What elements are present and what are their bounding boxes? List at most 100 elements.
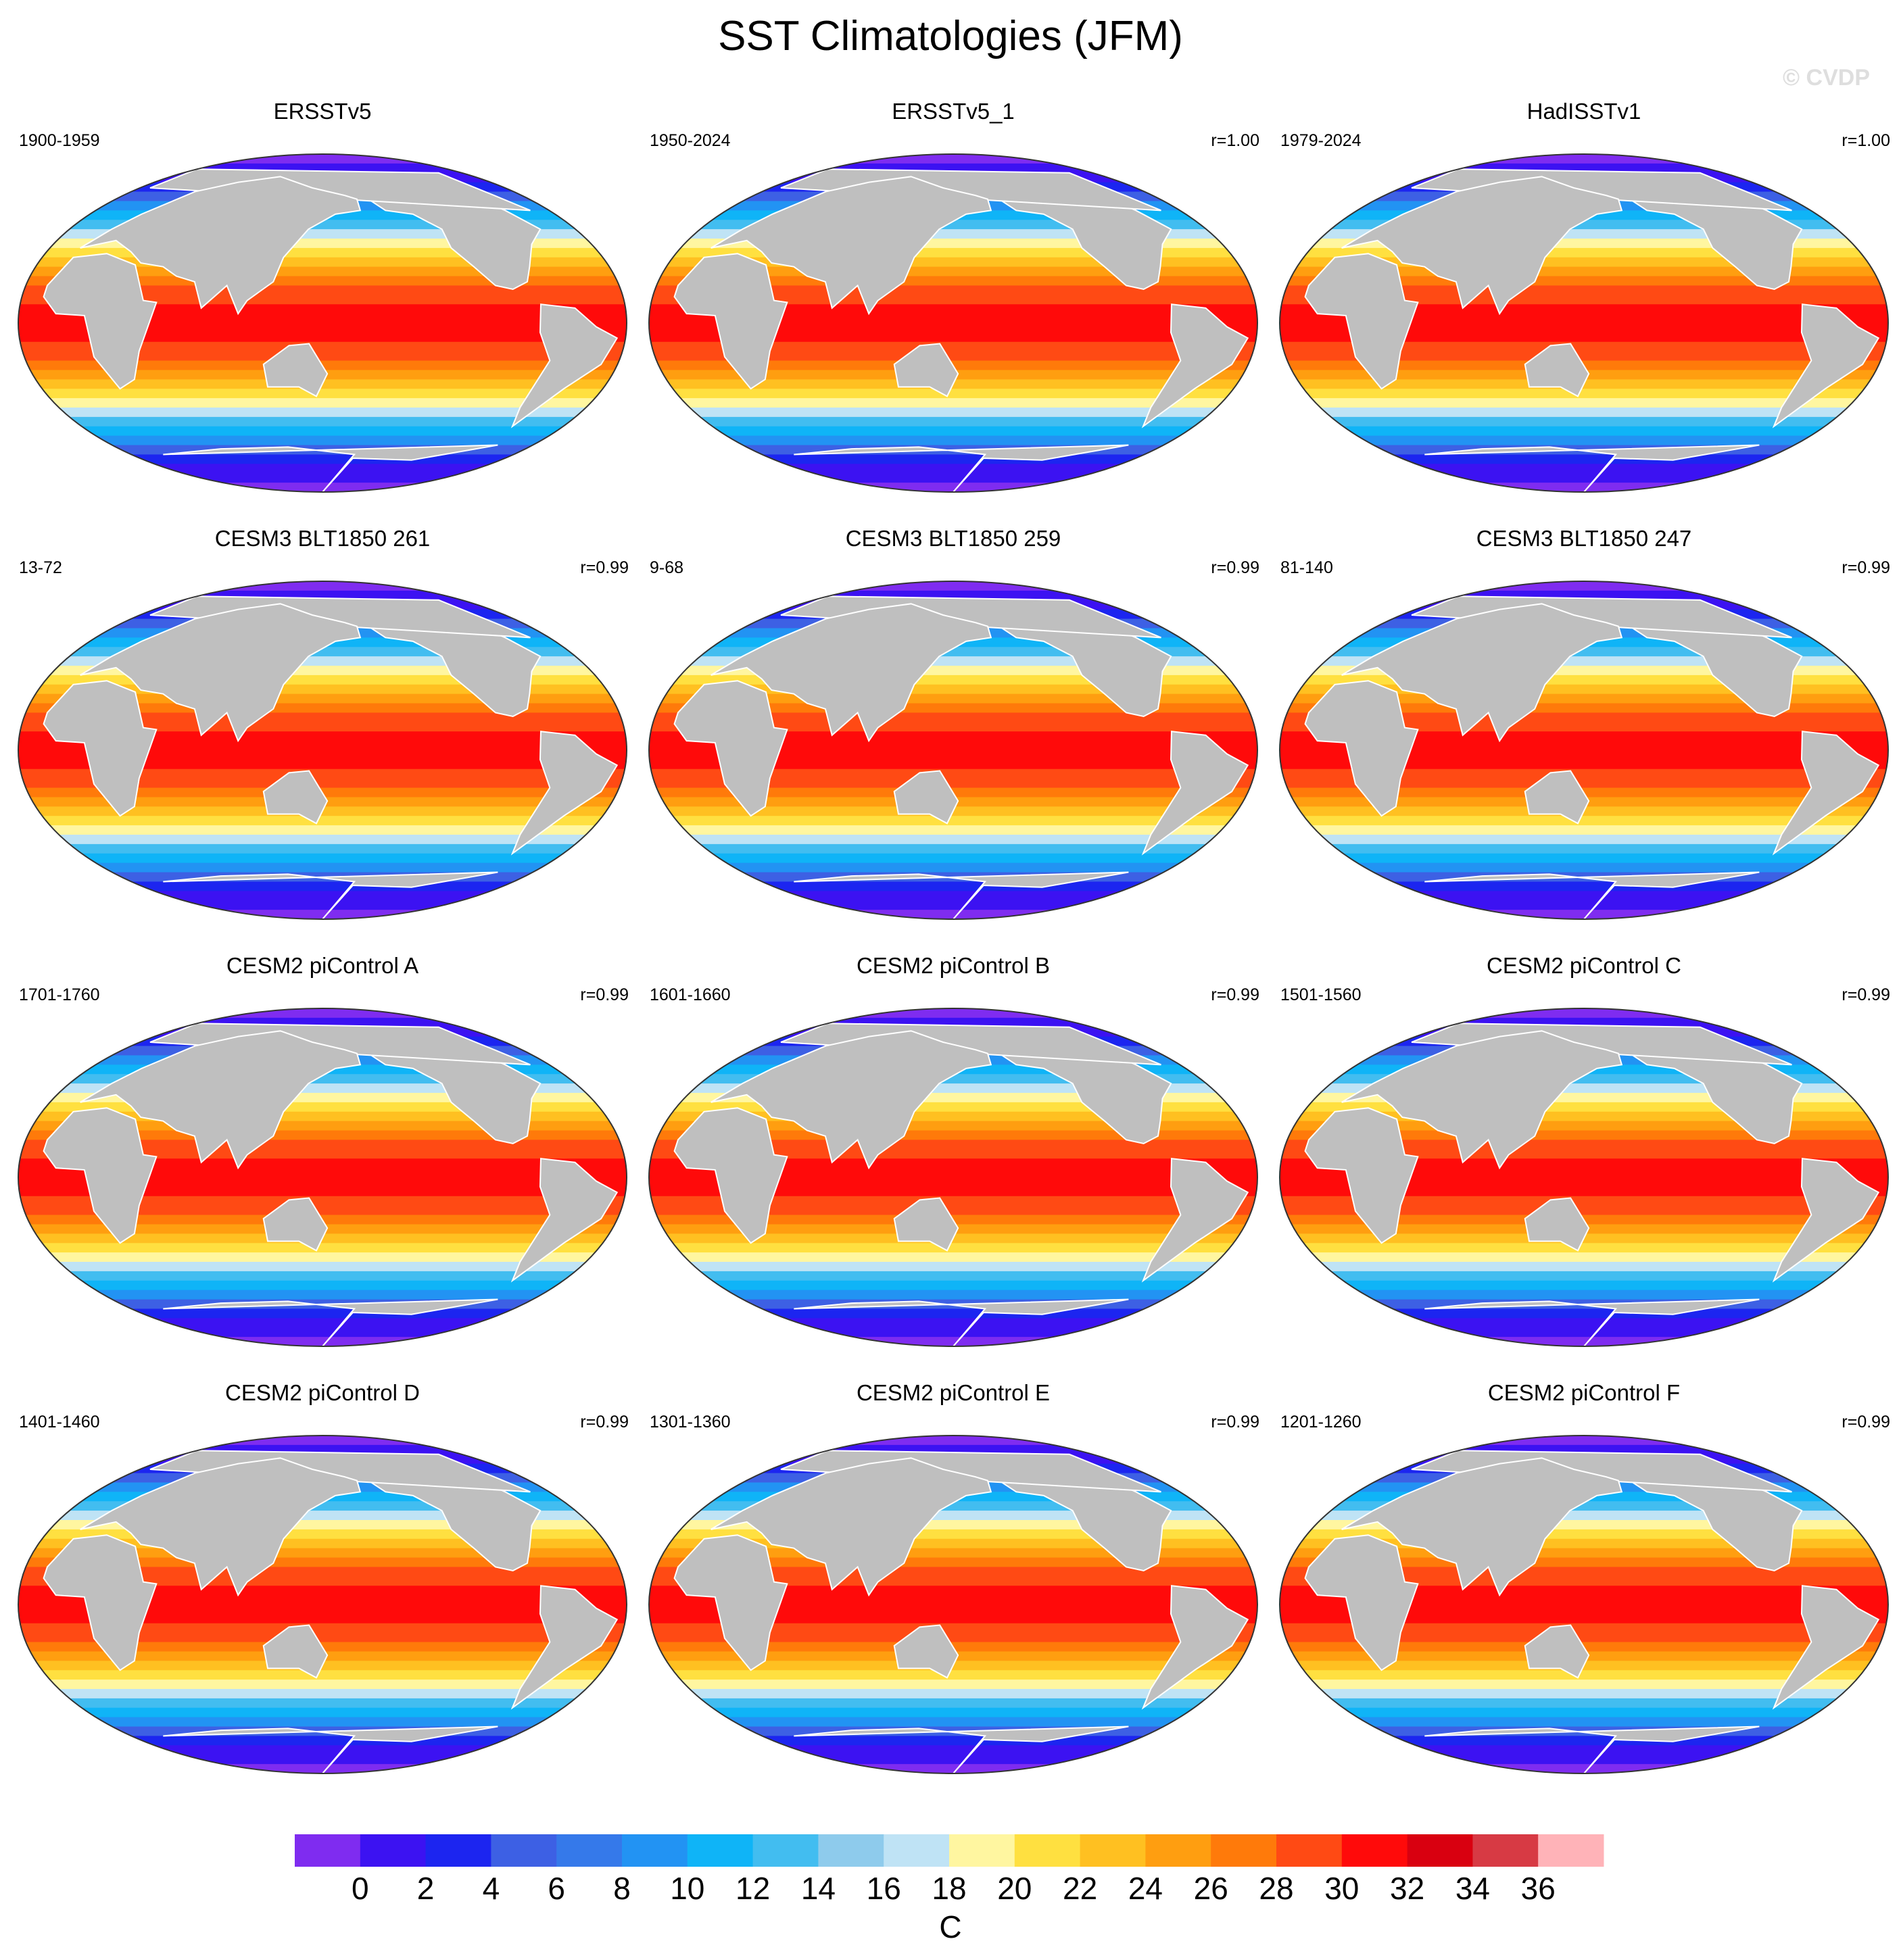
colorbar-tick-label: 6 [548, 1871, 565, 1906]
panel-title: CESM3 BLT1850 259 [845, 526, 1061, 551]
land-mass [711, 603, 992, 743]
sst-band [649, 1567, 1257, 1577]
panel-title: CESM2 piControl E [856, 1380, 1051, 1405]
sst-map [1279, 153, 1889, 493]
land-mass [794, 1298, 1129, 1346]
sst-band [18, 731, 627, 742]
sst-band [18, 389, 627, 399]
sst-band [649, 304, 1257, 315]
sst-band [18, 1252, 627, 1263]
sst-band [649, 1586, 1257, 1596]
sst-band [1280, 1707, 1888, 1718]
sst-band [1280, 1576, 1888, 1587]
land-mass [1141, 1585, 1249, 1710]
land-mass [510, 1158, 619, 1283]
colorbar-tick-label: 36 [1521, 1871, 1556, 1906]
sst-band [649, 351, 1257, 362]
colorbar-swatch [556, 1834, 623, 1867]
panel-period: 81-140 [1280, 558, 1333, 577]
sst-band [18, 1168, 627, 1178]
sst-band [649, 1262, 1257, 1272]
land-mass [43, 253, 158, 390]
sst-band [649, 1243, 1257, 1254]
land-mass [1524, 770, 1590, 825]
sst-band [18, 703, 627, 714]
land-mass [1341, 1030, 1623, 1170]
colorbar-tick-label: 8 [613, 1871, 631, 1906]
sst-band [649, 1140, 1257, 1150]
sst-band [1280, 1149, 1888, 1160]
sst-band [1280, 816, 1888, 827]
sst-band [1280, 1290, 1888, 1300]
colorbar-swatch [491, 1834, 557, 1867]
colorbar-swatch [1341, 1834, 1408, 1867]
sst-band [1280, 1158, 1888, 1169]
sst-band [18, 825, 627, 835]
colorbar-swatch [360, 1834, 427, 1867]
sst-band [18, 276, 627, 287]
sst-band [18, 304, 627, 315]
sst-band [1280, 314, 1888, 324]
land-mass [80, 1030, 362, 1170]
sst-band [649, 1595, 1257, 1605]
land-mass [262, 770, 329, 825]
colorbar-swatch [752, 1834, 819, 1867]
sst-band [18, 332, 627, 343]
colorbar-tick-label: 12 [736, 1871, 770, 1906]
sst-band [1280, 351, 1888, 362]
sst-band [1280, 1680, 1888, 1690]
colorbar-tick-label: 30 [1324, 1871, 1359, 1906]
colorbar-swatch [295, 1834, 361, 1867]
sst-band [18, 722, 627, 733]
sst-band [649, 408, 1257, 418]
land-mass [1141, 303, 1249, 428]
sst-band [649, 341, 1257, 352]
sst-band [649, 389, 1257, 399]
sst-band [1280, 1262, 1888, 1272]
sst-band [649, 1557, 1257, 1568]
sst-band [18, 1717, 627, 1728]
map-panel: CESM3 BLT1850 261 13-72 r=0.99 [8, 526, 637, 933]
sst-band [1280, 1586, 1888, 1596]
panel-title: ERSSTv5 [273, 99, 372, 124]
sst-band [18, 1689, 627, 1699]
colorbar-tick-label: 26 [1194, 1871, 1228, 1906]
map-panel: ERSSTv5_1 1950-2024 r=1.00 [639, 99, 1268, 506]
sst-band [649, 778, 1257, 789]
panel-title: CESM2 piControl B [856, 953, 1051, 978]
sst-band [649, 1623, 1257, 1634]
panel-period: 13-72 [19, 558, 62, 577]
sst-band [649, 1632, 1257, 1643]
sst-map [18, 581, 627, 920]
colorbar-tick-label: 22 [1063, 1871, 1097, 1906]
map-border [648, 1435, 1258, 1774]
land-mass [1341, 603, 1623, 743]
sst-band [649, 1689, 1257, 1699]
sst-band [18, 1140, 627, 1150]
sst-band [1280, 768, 1888, 779]
sst-band [1280, 295, 1888, 305]
sst-band [1280, 454, 1888, 465]
land-mass [794, 444, 1129, 492]
map-border [648, 1008, 1258, 1347]
sst-band [649, 454, 1257, 465]
panel-correlation: r=0.99 [1211, 558, 1259, 577]
sst-band [649, 835, 1257, 845]
panel-period: 1950-2024 [650, 131, 731, 150]
sst-band [18, 1177, 627, 1187]
sst-band [649, 426, 1257, 437]
sst-band [1280, 1205, 1888, 1216]
sst-band [1280, 1595, 1888, 1605]
land-mass [1772, 1158, 1880, 1283]
panel-title: CESM2 piControl D [225, 1380, 420, 1405]
sst-band [18, 1205, 627, 1216]
colorbar-tick-label: 32 [1390, 1871, 1424, 1906]
sst-band [1280, 1243, 1888, 1254]
sst-band [18, 1557, 627, 1568]
sst-band [1280, 398, 1888, 408]
map-panel: CESM2 piControl B 1601-1660 r=0.99 [639, 953, 1268, 1360]
land-mass [1304, 680, 1419, 817]
sst-band [1280, 1670, 1888, 1681]
map-panel: CESM3 BLT1850 259 9-68 r=0.99 [639, 526, 1268, 933]
colorbar-tick-label: 24 [1128, 1871, 1163, 1906]
